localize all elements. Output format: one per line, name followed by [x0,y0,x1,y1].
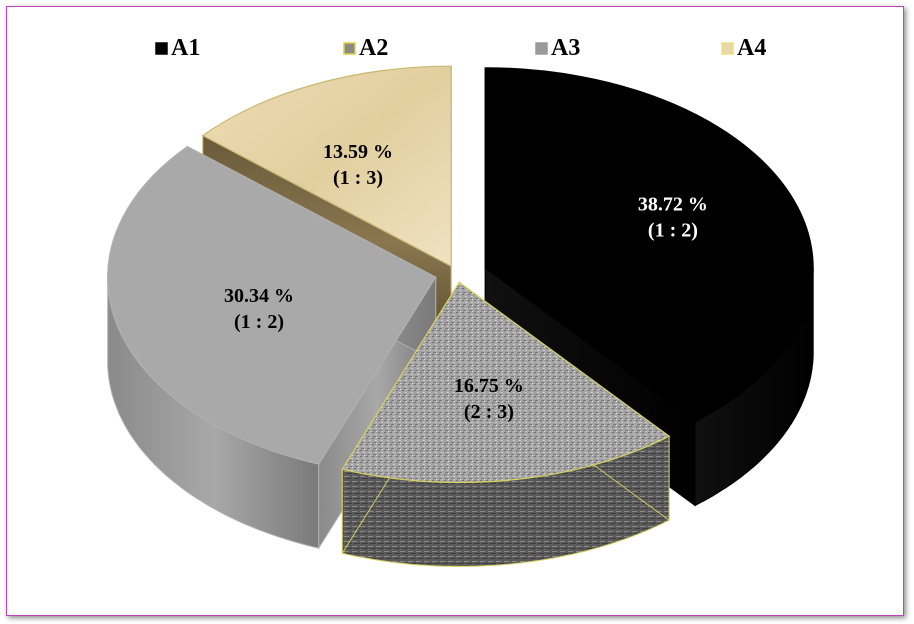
data-label-a3: 30.34 % (1 : 2) [224,285,294,333]
data-label-line: 16.75 % [454,375,524,397]
data-label-line: (2 : 3) [464,401,514,423]
legend-label: A3 [551,35,580,61]
chart-legend: A1 A2 A3 A4 [155,35,766,61]
legend-item-a3: A3 [535,35,580,61]
data-label-line: 13.59 % [323,141,393,163]
data-labels: 38.72 % (1 : 2) 16.75 % (2 : 3) 30.34 % (1 : … [224,141,708,423]
legend-item-a2: A2 [343,35,388,61]
legend-label: A2 [359,35,388,61]
data-label-line: (1 : 2) [234,311,284,333]
data-label-line: 38.72 % [638,193,708,215]
data-label-a4: 13.59 % (1 : 3) [323,141,393,189]
data-label-line: (1 : 3) [333,167,383,189]
pie-slice-top-a4 [201,65,452,268]
data-label-line: (1 : 2) [648,219,698,241]
legend-swatch [535,42,548,55]
legend-item-a4: A4 [721,35,766,61]
legend-swatch [343,42,356,55]
pie-slice-top-a1 [484,67,814,423]
pie-slice-top-a2 [341,281,671,484]
legend-swatch [721,42,734,55]
legend-label: A4 [737,35,766,61]
legend-item-a1: A1 [155,35,200,61]
data-label-line: 30.34 % [224,285,294,307]
pie-slice-top-a3 [107,145,437,465]
pie-slices [107,65,814,567]
data-label-a1: 38.72 % (1 : 2) [638,193,708,241]
data-label-a2: 16.75 % (2 : 3) [454,375,524,423]
legend-swatch [155,42,168,55]
pie-slice-a2 [341,280,671,567]
legend-label: A1 [171,35,200,61]
